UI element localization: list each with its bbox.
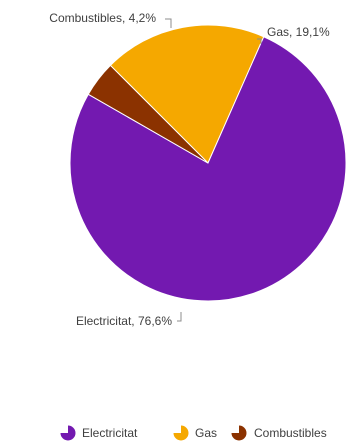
leader-line-combustibles (165, 18, 172, 28)
data-label-gas: Gas, 19,1% (267, 25, 330, 39)
pie-slice-gas (109, 24, 265, 164)
legend-label-combustibles: Combustibles (254, 426, 327, 440)
data-label-combustibles: Combustibles, 4,2% (49, 11, 156, 25)
legend-item-electricitat[interactable]: Electricitat (60, 425, 139, 441)
legend-label-gas: Gas (195, 426, 217, 440)
pie-slice-icon (231, 425, 247, 441)
pie-slices (69, 24, 347, 302)
leader-line-gas (257, 38, 262, 44)
pie-slice-icon (173, 425, 189, 441)
legend: Electricitat Gas Combustibles (60, 425, 327, 441)
pie-slice-icon (60, 425, 76, 441)
pie-slice-combustibles (87, 64, 209, 164)
pie-slice-electricitat (69, 36, 347, 302)
leader-line-electricitat (177, 312, 182, 322)
data-label-electricitat: Electricitat, 76,6% (76, 314, 172, 328)
legend-item-combustibles[interactable]: Combustibles (231, 425, 327, 441)
legend-label-electricitat: Electricitat (82, 426, 138, 440)
legend-item-gas[interactable]: Gas (173, 425, 218, 441)
